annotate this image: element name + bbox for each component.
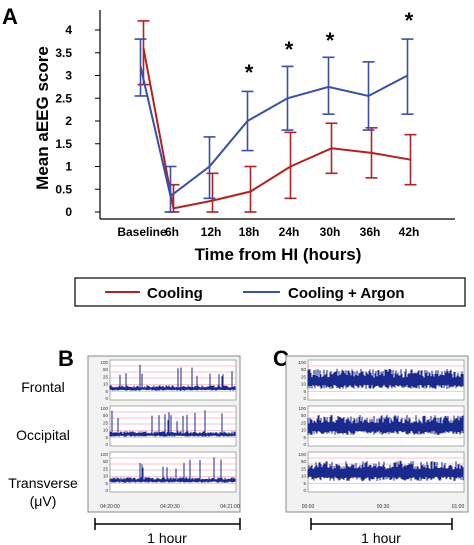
x-axis-title: Time from HI (hours) [195, 245, 362, 264]
series-line-argon [139, 66, 408, 198]
scale-tick-label: 5 [105, 389, 108, 394]
scale-tick-label: 50 [103, 367, 109, 372]
y-tick-label: 3 [65, 69, 72, 83]
y-tick-label: 1.5 [55, 137, 72, 151]
channel-label-units: (μV) [30, 493, 57, 509]
aeeg-trace [307, 414, 464, 435]
aeeg-trace [109, 457, 236, 483]
scale-tick-label: 100 [100, 360, 108, 365]
series-line-cooling [142, 48, 411, 210]
y-tick-label: 0 [65, 205, 72, 219]
scale-tick-label: 10 [301, 428, 307, 433]
x-tick-label: 36h [360, 225, 381, 239]
legend-label-cooling: Cooling [147, 285, 203, 302]
scale-tick-label: 100 [100, 406, 108, 411]
scale-tick-label: 100 [298, 452, 306, 457]
aeeg-trace [307, 368, 464, 389]
scale-tick-label: 10 [103, 474, 109, 479]
panel-label-c: C [273, 346, 289, 371]
scale-tick-label: 25 [301, 420, 307, 425]
scale-bar-c: 1 hour [310, 518, 453, 545]
scale-bar-b: 1 hour [94, 518, 241, 545]
scale-tick-label: 25 [103, 466, 109, 471]
y-tick-label: 3.5 [55, 46, 72, 60]
scale-tick-label: 10 [103, 428, 109, 433]
significance-marker: * [405, 8, 414, 33]
legend: Cooling Cooling + Argon [74, 277, 466, 307]
scale-tick-label: 50 [103, 413, 109, 418]
x-tick-label: 30h [320, 225, 341, 239]
x-tick-label: 42h [399, 225, 420, 239]
y-tick-label: 4 [65, 23, 72, 37]
trace-channel [109, 451, 237, 493]
scale-tick-label: 0 [303, 396, 306, 401]
time-label: 00:00 [302, 504, 315, 510]
y-tick-label: 1 [65, 160, 72, 174]
scale-tick-label: 0 [105, 488, 108, 493]
trace-channel [109, 405, 237, 447]
y-axis-title: Mean aEEG score [33, 46, 52, 190]
panel-label-b: B [58, 346, 74, 371]
time-label: 01:00 [452, 504, 465, 510]
panel-label-a: A [2, 4, 18, 29]
time-label: 04:21:00 [220, 504, 240, 510]
scale-tick-label: 5 [105, 435, 108, 440]
scale-tick-label: 100 [100, 452, 108, 457]
y-tick-label: 2.5 [55, 91, 72, 105]
channel-label-transverse: Transverse [8, 475, 78, 491]
scale-bar-label-b: 1 hour [147, 530, 187, 545]
significance-marker: * [285, 37, 294, 62]
time-label: 04:20:30 [160, 504, 180, 510]
scale-tick-label: 100 [298, 360, 306, 365]
scale-tick-label: 25 [301, 374, 307, 379]
trace-channel [109, 359, 237, 401]
scale-tick-label: 5 [303, 481, 306, 486]
scale-tick-label: 25 [103, 420, 109, 425]
scale-tick-label: 5 [303, 389, 306, 394]
scale-tick-label: 10 [301, 382, 307, 387]
scale-tick-label: 5 [303, 435, 306, 440]
channel-label-occipital: Occipital [16, 427, 70, 443]
y-tick-label: 2 [65, 114, 72, 128]
scale-tick-label: 0 [105, 442, 108, 447]
scale-tick-label: 25 [103, 374, 109, 379]
scale-tick-label: 0 [303, 442, 306, 447]
scale-tick-label: 50 [301, 459, 307, 464]
scale-tick-label: 10 [103, 382, 109, 387]
scale-tick-label: 25 [301, 466, 307, 471]
aeeg-trace [307, 460, 464, 481]
x-tick-label: 12h [201, 225, 222, 239]
time-label: 04:20:00 [100, 504, 120, 510]
x-tick-label: Baseline [117, 225, 167, 239]
scale-tick-label: 50 [301, 367, 307, 372]
scale-tick-label: 5 [105, 481, 108, 486]
y-tick-label: 0.5 [55, 182, 72, 196]
scale-bar-label-c: 1 hour [361, 530, 401, 545]
scale-tick-label: 50 [301, 413, 307, 418]
scale-tick-label: 50 [103, 459, 109, 464]
x-tick-label: 6h [165, 225, 179, 239]
aeeg-trace [109, 364, 236, 391]
scale-tick-label: 100 [298, 406, 306, 411]
scale-tick-label: 10 [301, 474, 307, 479]
aeeg-panel-b: 10050251050100502510501005025105004:20:0… [87, 355, 241, 513]
scale-tick-label: 0 [105, 396, 108, 401]
channel-label-frontal: Frontal [21, 379, 65, 395]
scale-tick-label: 0 [303, 488, 306, 493]
significance-marker: * [326, 28, 335, 53]
x-tick-label: 24h [279, 225, 300, 239]
significance-marker: * [245, 60, 254, 85]
x-tick-label: 18h [239, 225, 260, 239]
time-label: 00:30 [377, 504, 390, 510]
legend-label-argon: Cooling + Argon [288, 285, 405, 302]
aeeg-trace [109, 410, 236, 437]
